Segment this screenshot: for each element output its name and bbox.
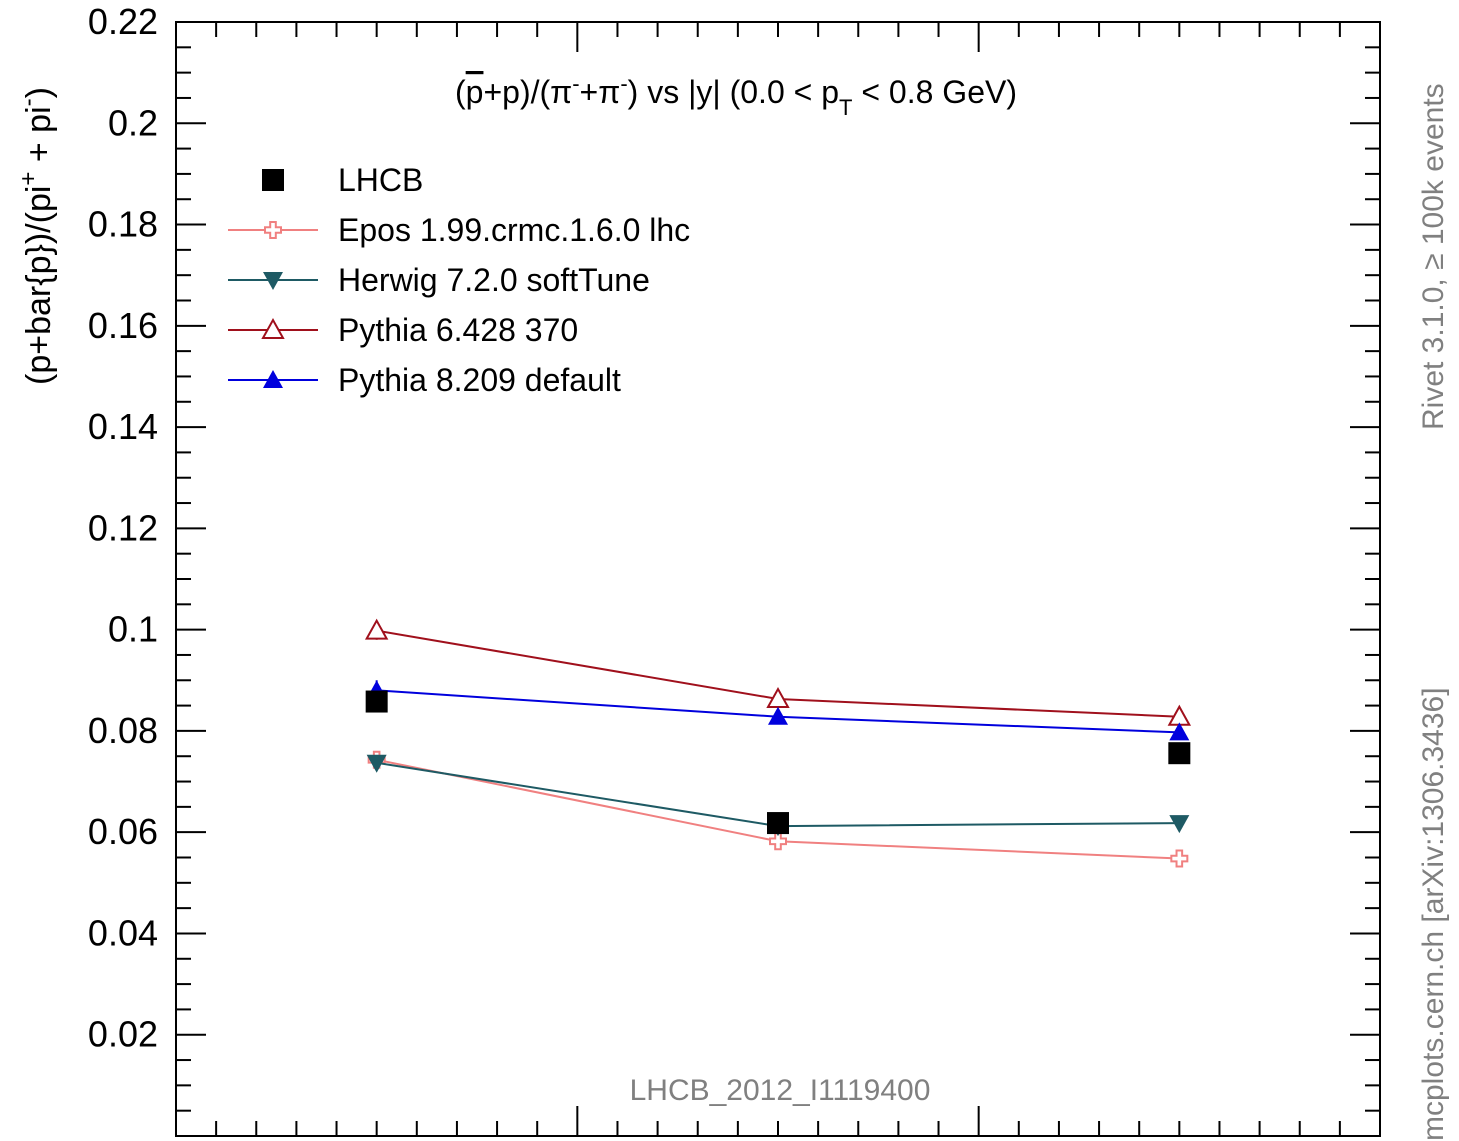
data-point (1169, 722, 1190, 741)
rivet-annotation: Rivet 3.1.0, ≥ 100k events (1417, 83, 1450, 430)
y-tick-label: 0.06 (88, 811, 158, 852)
y-tick-label: 0.1 (108, 609, 158, 650)
legend-item: LHCB (262, 162, 423, 198)
y-tick-label: 0.16 (88, 305, 158, 346)
legend-item: Pythia 6.428 370 (228, 312, 578, 348)
legend-label: Pythia 6.428 370 (338, 312, 578, 348)
legend-marker (262, 169, 284, 191)
legend-label: Pythia 8.209 default (338, 362, 621, 398)
legend-item: Herwig 7.2.0 softTune (228, 262, 650, 298)
legend-marker (261, 317, 285, 339)
data-point (769, 832, 787, 851)
legend-item: Epos 1.99.crmc.1.6.0 lhc (228, 212, 690, 248)
data-point (366, 754, 387, 773)
series-pythia-6-428-370 (364, 618, 1192, 726)
y-tick-label: 0.18 (88, 204, 158, 245)
analysis-id-label: LHCB_2012_I1119400 (630, 1074, 931, 1107)
legend: LHCB Epos 1.99.crmc.1.6.0 lhc Herwig 7.2.0… (228, 162, 690, 398)
y-tick-labels: 0.02 0.04 0.06 0.08 0.1 0.12 0.14 0.16 0.18 0.2 0.… (88, 1, 158, 1055)
legend-label: Epos 1.99.crmc.1.6.0 lhc (338, 212, 690, 248)
legend-item: Pythia 8.209 default (228, 362, 621, 398)
data-point (1168, 742, 1191, 765)
axis-ticks (175, 21, 1381, 1137)
series-epos-1-99-crmc-1-6-0-lhc (367, 750, 1189, 868)
legend-label: Herwig 7.2.0 softTune (338, 262, 650, 298)
data-point (767, 812, 789, 835)
y-tick-label: 0.02 (88, 1014, 158, 1055)
y-tick-label: 0.08 (88, 710, 158, 751)
chart-title: (p+p)/(π-+π-) vs |y| (0.0 < pT < 0.8 GeV… (455, 71, 1017, 120)
data-point (1170, 849, 1189, 868)
data-point (365, 690, 388, 713)
y-tick-label: 0.22 (88, 1, 158, 42)
legend-label: LHCB (338, 162, 423, 198)
y-tick-label: 0.14 (88, 406, 158, 447)
y-tick-label: 0.2 (108, 102, 158, 143)
y-tick-label: 0.12 (88, 507, 158, 548)
y-tick-label: 0.04 (88, 912, 158, 953)
series-layer (364, 618, 1192, 868)
legend-marker (263, 370, 283, 388)
legend-marker (263, 272, 283, 290)
data-point (768, 706, 788, 725)
series-lhcb (365, 690, 1191, 835)
data-point (364, 618, 389, 640)
legend-marker (264, 221, 282, 239)
data-point (1169, 815, 1190, 834)
mcplots-annotation: mcplots.cern.ch [arXiv:1306.3436] (1417, 687, 1450, 1141)
y-axis-label: (p+bar{p})/(pi+ + pi-) (15, 87, 58, 385)
